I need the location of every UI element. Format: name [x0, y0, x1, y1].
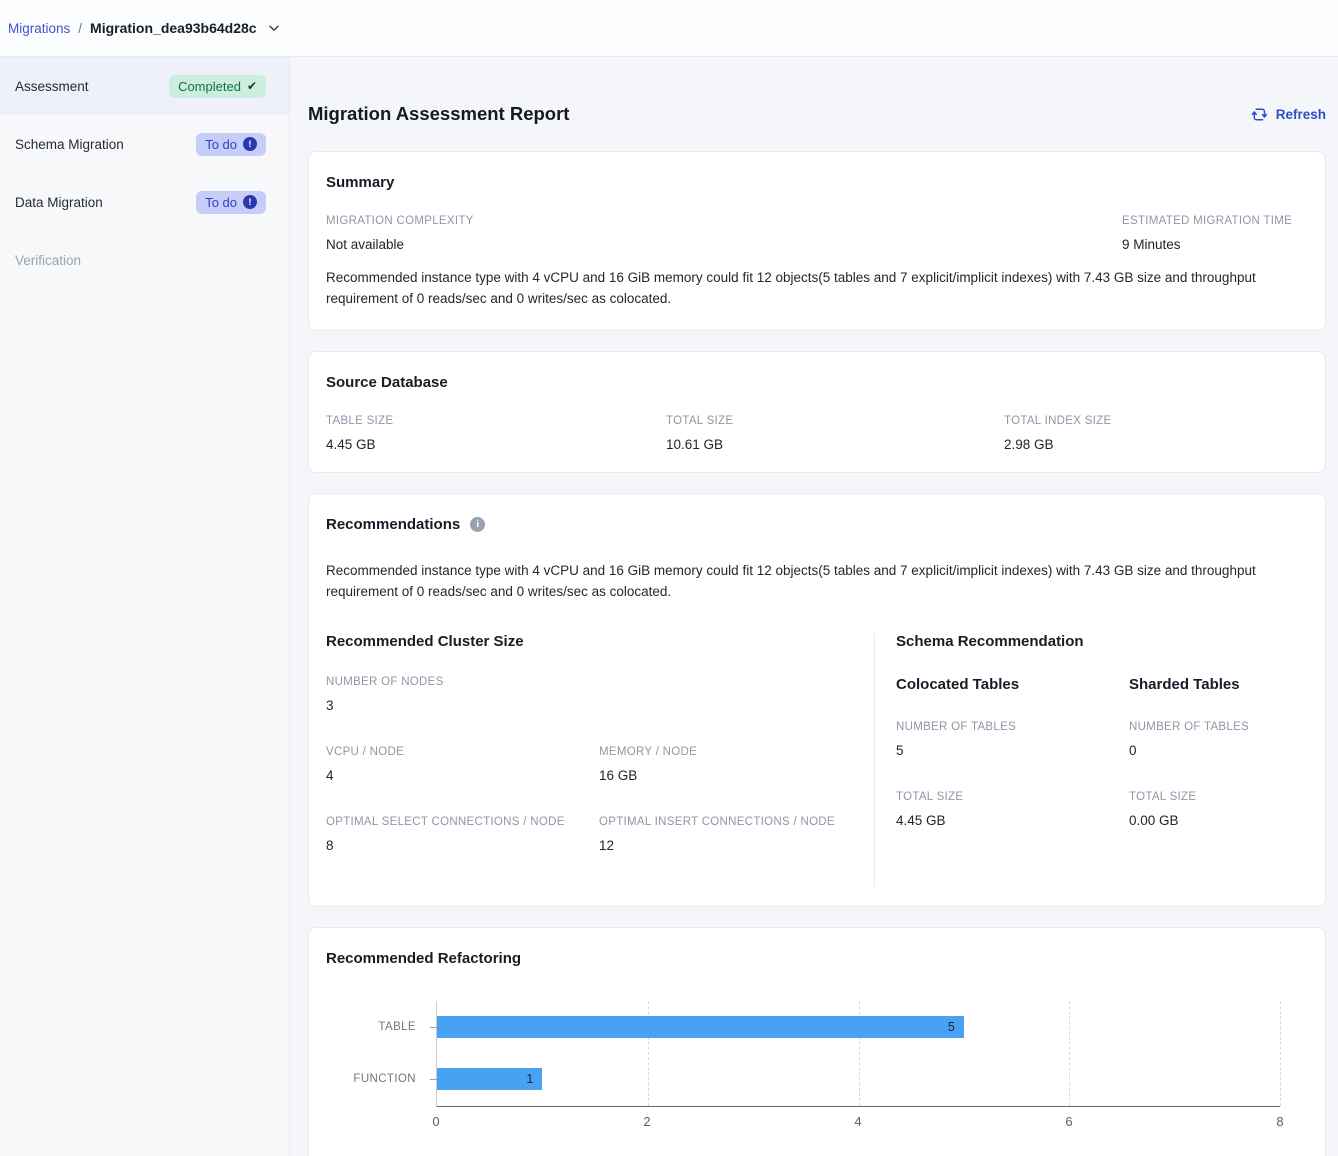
colocated-number-of-tables-field: NUMBER OF TABLES 5 [896, 720, 1017, 758]
recommended-cluster-size-section: Recommended Cluster Size NUMBER OF NODES… [326, 632, 875, 886]
recommended-refactoring-title: Recommended Refactoring [326, 949, 522, 967]
summary-title: Summary [326, 174, 395, 191]
sharded-number-of-tables-field: NUMBER OF TABLES 0 [1129, 720, 1250, 758]
gridline [647, 1000, 649, 1106]
recommended-refactoring-card: Recommended Refactoring TABLE FUNCTION 5 [308, 926, 1326, 1156]
refresh-icon [1251, 106, 1268, 123]
number-of-nodes-field: NUMBER OF NODES 3 [326, 675, 444, 713]
refresh-button[interactable]: Refresh [1251, 106, 1326, 123]
y-axis-label-function: FUNCTION [353, 1072, 416, 1085]
optimal-select-connections-field: OPTIMAL SELECT CONNECTIONS / NODE 8 [326, 815, 565, 853]
bar-table: 5 [437, 1015, 964, 1038]
gridline [1069, 1000, 1071, 1106]
gridline [858, 1000, 860, 1106]
y-axis-tick [430, 1078, 437, 1080]
x-axis-tick-label: 8 [1276, 1113, 1284, 1129]
sidebar-item-schema-migration[interactable]: Schema Migration To do ! [0, 115, 289, 173]
optimal-insert-connections-field: OPTIMAL INSERT CONNECTIONS / NODE 12 [599, 815, 835, 853]
table-size-field: TABLE SIZE 4.45 GB [326, 414, 394, 452]
x-axis: 0 2 4 6 8 [432, 1113, 1284, 1136]
recommendations-title: Recommendations [326, 515, 461, 533]
y-axis-label-table: TABLE [378, 1020, 416, 1033]
x-axis-tick-label: 0 [432, 1113, 440, 1129]
status-badge-completed: Completed ✔ [169, 74, 266, 98]
total-size-field: TOTAL SIZE 10.61 GB [666, 414, 734, 452]
chevron-down-icon[interactable] [267, 21, 281, 35]
recommendations-card: Recommendations i Recommended instance t… [308, 492, 1326, 907]
summary-note: Recommended instance type with 4 vCPU an… [326, 270, 1256, 306]
breadcrumb-separator: / [78, 20, 83, 36]
colocated-tables-section: Colocated Tables NUMBER OF TABLES 5 TOTA… [896, 676, 1129, 861]
breadcrumb-migrations-link[interactable]: Migrations [8, 20, 71, 36]
sidebar-item-label: Schema Migration [15, 136, 124, 152]
bar-function: 1 [437, 1067, 543, 1090]
memory-per-node-field: MEMORY / NODE 16 GB [599, 745, 698, 783]
gridline [1280, 1000, 1281, 1106]
info-icon[interactable]: i [470, 516, 486, 532]
total-index-size-field: TOTAL INDEX SIZE 2.98 GB [1004, 414, 1112, 452]
source-database-card: Source Database TABLE SIZE 4.45 GB TOTAL… [308, 350, 1326, 473]
main-content: Migration Assessment Report Refresh Summ… [290, 57, 1338, 1156]
vcpu-per-node-field: VCPU / NODE 4 [326, 745, 405, 783]
x-axis-tick-label: 4 [854, 1113, 862, 1129]
bar-value-label: 1 [526, 1071, 534, 1086]
page-title: Migration Assessment Report [308, 103, 570, 124]
sidebar-item-verification: Verification [0, 231, 289, 289]
sharded-total-size-field: TOTAL SIZE 0.00 GB [1129, 790, 1197, 828]
x-axis-tick-label: 6 [1065, 1113, 1073, 1129]
check-icon: ✔ [246, 79, 257, 93]
estimated-migration-time-field: ESTIMATED MIGRATION TIME 9 Minutes [1122, 215, 1293, 252]
recommendations-note: Recommended instance type with 4 vCPU an… [326, 562, 1256, 599]
exclamation-icon: ! [243, 195, 257, 209]
sharded-tables-section: Sharded Tables NUMBER OF TABLES 0 TOTAL … [1129, 676, 1308, 861]
source-database-title: Source Database [326, 373, 448, 391]
migration-steps-sidebar: Assessment Completed ✔ Schema Migration … [0, 57, 290, 1156]
schema-recommendation-section: Schema Recommendation Colocated Tables N… [875, 633, 1308, 886]
sidebar-item-assessment[interactable]: Assessment Completed ✔ [0, 57, 289, 115]
top-bar: Migrations / Migration_dea93b64d28c [0, 0, 1338, 57]
sidebar-item-data-migration[interactable]: Data Migration To do ! [0, 173, 289, 231]
status-badge-todo: To do ! [196, 190, 266, 214]
sidebar-item-label: Verification [15, 252, 82, 268]
exclamation-icon: ! [243, 137, 257, 151]
x-axis-tick-label: 2 [643, 1113, 651, 1129]
breadcrumb-current-migration: Migration_dea93b64d28c [90, 20, 257, 36]
bar-value-label: 5 [947, 1019, 955, 1034]
colocated-total-size-field: TOTAL SIZE 4.45 GB [896, 790, 964, 828]
migration-complexity-field: MIGRATION COMPLEXITY Not available [326, 215, 474, 252]
sidebar-item-label: Assessment [15, 78, 89, 94]
sidebar-item-label: Data Migration [15, 194, 103, 210]
summary-card: Summary MIGRATION COMPLEXITY Not availab… [308, 151, 1326, 331]
refactoring-bar-chart: TABLE FUNCTION 5 1 0 2 4 6 8 [353, 1000, 1284, 1136]
y-axis-tick [430, 1026, 437, 1028]
status-badge-todo: To do ! [196, 132, 266, 156]
